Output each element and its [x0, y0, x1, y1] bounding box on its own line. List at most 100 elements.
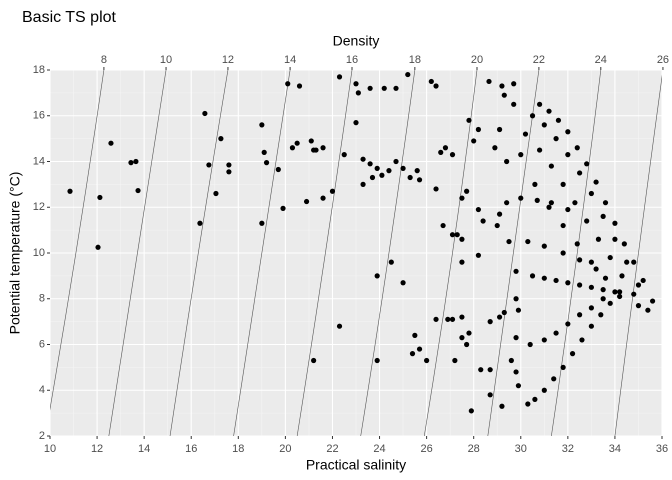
point	[577, 282, 583, 288]
y-tick-label: 6	[39, 338, 45, 350]
point	[367, 85, 373, 91]
point	[522, 131, 529, 137]
point	[577, 257, 583, 263]
point	[600, 296, 606, 302]
point	[569, 351, 576, 357]
point	[409, 351, 416, 357]
point	[374, 165, 380, 171]
point	[400, 165, 406, 171]
point	[584, 218, 590, 224]
point	[515, 383, 522, 389]
point	[513, 335, 519, 341]
point	[574, 145, 580, 151]
point	[555, 117, 562, 123]
point	[464, 341, 470, 348]
point	[369, 174, 376, 181]
point	[393, 85, 399, 91]
point	[414, 168, 420, 174]
x-tick-label: 22	[326, 443, 338, 455]
point	[393, 158, 399, 165]
point	[388, 259, 394, 265]
point	[541, 122, 547, 128]
point	[649, 298, 656, 304]
point	[459, 259, 465, 265]
point	[400, 280, 406, 286]
point	[537, 101, 543, 107]
density-contour	[50, 70, 105, 411]
y-tick-label: 10	[33, 247, 45, 259]
point	[635, 303, 642, 309]
point	[588, 284, 594, 290]
point	[442, 145, 449, 151]
point	[445, 316, 451, 322]
point	[360, 181, 366, 187]
point	[588, 190, 594, 197]
point	[424, 357, 430, 364]
point	[617, 289, 623, 295]
point	[412, 332, 418, 338]
point	[289, 145, 296, 151]
y-tick-label: 4	[39, 384, 45, 396]
density-contour	[296, 70, 353, 436]
point	[218, 136, 224, 142]
point	[303, 198, 310, 205]
point	[449, 316, 456, 322]
point	[560, 181, 566, 187]
point	[532, 181, 538, 187]
chart-title: Basic TS plot	[22, 9, 117, 26]
x-axis-title: Practical salinity	[306, 457, 406, 473]
point	[612, 289, 618, 295]
x-tick-label: 20	[279, 443, 291, 455]
point	[612, 236, 618, 242]
point	[466, 117, 472, 123]
point	[261, 149, 267, 155]
point	[226, 169, 232, 175]
point	[631, 259, 637, 265]
point	[367, 161, 373, 167]
point	[602, 200, 609, 206]
point	[560, 250, 566, 256]
point	[438, 149, 444, 155]
point	[635, 282, 642, 288]
point	[355, 90, 361, 96]
point	[541, 387, 547, 393]
point	[553, 277, 559, 284]
x-tick-label: 18	[232, 443, 244, 455]
point	[478, 367, 484, 373]
x-tick-label: 32	[562, 443, 574, 455]
point	[341, 152, 347, 158]
point	[541, 275, 547, 281]
point	[496, 211, 503, 217]
point	[499, 83, 505, 89]
point	[280, 205, 286, 211]
point	[468, 408, 474, 414]
point	[226, 162, 232, 168]
density-label: 22	[533, 54, 545, 66]
point	[511, 81, 517, 87]
point	[565, 280, 571, 286]
point	[529, 113, 536, 119]
point	[499, 403, 505, 409]
point	[602, 275, 609, 281]
density-contour	[360, 70, 416, 436]
density-label: 20	[471, 54, 483, 66]
point	[588, 305, 594, 311]
point	[513, 296, 519, 302]
x-tick-label: 36	[656, 443, 668, 455]
point	[97, 194, 103, 201]
point	[579, 337, 585, 343]
point	[379, 172, 385, 178]
point	[475, 126, 481, 133]
x-tick-label: 28	[468, 443, 480, 455]
point	[487, 367, 493, 373]
point	[548, 163, 554, 169]
y-tick-label: 18	[33, 64, 45, 76]
point	[595, 236, 602, 242]
point	[294, 140, 300, 146]
y-axis-title: Potential temperature (°C)	[7, 172, 23, 335]
density-label: 24	[595, 54, 607, 66]
point	[336, 323, 343, 329]
point	[285, 81, 291, 87]
point	[213, 190, 219, 197]
